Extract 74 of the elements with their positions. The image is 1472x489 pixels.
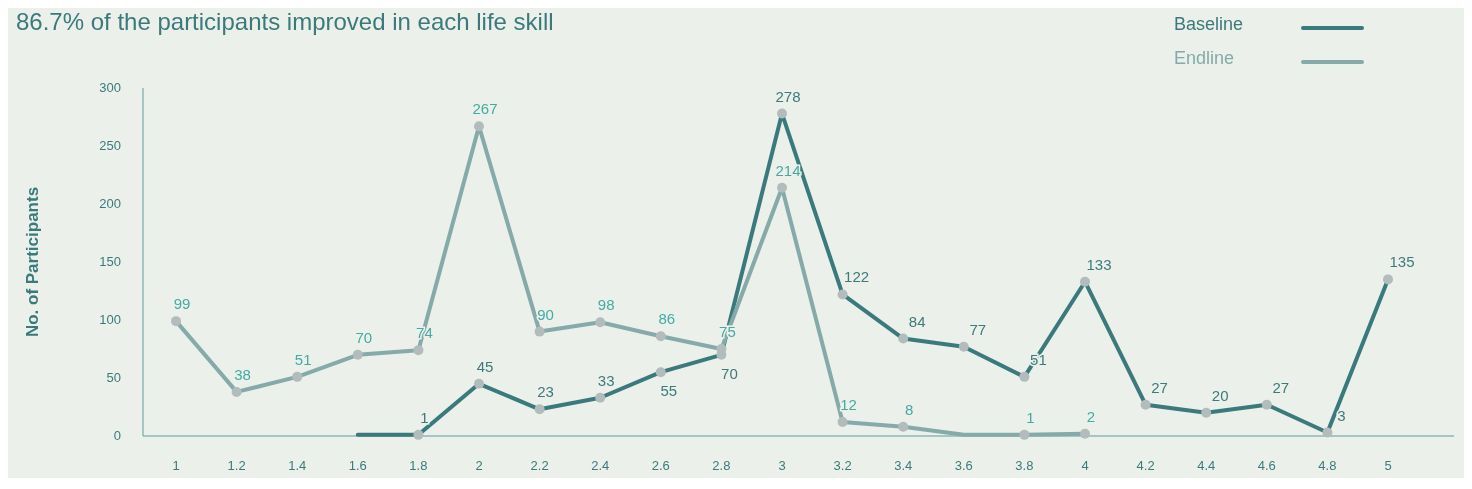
x-tick-label: 3.4 xyxy=(894,458,913,473)
x-tick-label: 4.8 xyxy=(1318,458,1337,473)
x-tick-label: 4.6 xyxy=(1257,458,1276,473)
point xyxy=(595,317,606,328)
point xyxy=(534,326,545,337)
x-tick-label: 3.6 xyxy=(954,458,973,473)
text: Endline xyxy=(1174,48,1235,68)
x-tick-label: 2.8 xyxy=(712,458,731,473)
data-label: 99 xyxy=(173,295,191,313)
y-tick-label: 0 xyxy=(113,428,121,443)
x-tick-label: 2.6 xyxy=(651,458,670,473)
data-label: 86 xyxy=(658,310,676,328)
text: Baseline xyxy=(1174,14,1244,34)
point xyxy=(777,182,787,193)
point xyxy=(898,421,909,432)
y-tick-label: 200 xyxy=(99,196,121,211)
data-label: 27 xyxy=(1151,378,1168,396)
data-label: 122 xyxy=(844,268,870,286)
data-label: 1 xyxy=(1026,408,1035,426)
point xyxy=(292,371,303,382)
point xyxy=(231,386,242,397)
x-tick-label: 4 xyxy=(1081,458,1089,473)
data-label: 45 xyxy=(476,357,494,375)
data-label: 27 xyxy=(1272,378,1290,396)
x-tick-label: 3 xyxy=(778,458,786,473)
x-tick-label: 1.6 xyxy=(348,458,367,473)
data-label: 55 xyxy=(660,382,678,400)
data-label: 98 xyxy=(597,296,615,314)
x-tick-label: 1 xyxy=(172,458,180,473)
point xyxy=(655,331,666,342)
data-label: 278 xyxy=(775,87,801,105)
data-label: 70 xyxy=(355,328,373,346)
x-tick-label: 1.4 xyxy=(288,458,307,473)
y-tick-label: 100 xyxy=(99,312,121,327)
x-tick-label: 4.4 xyxy=(1197,458,1216,473)
data-label: 20 xyxy=(1211,386,1229,404)
data-label: 133 xyxy=(1086,255,1112,273)
data-label: 3 xyxy=(1337,406,1346,424)
x-tick-label: 1.8 xyxy=(409,458,428,473)
data-label: 77 xyxy=(969,320,987,338)
y-tick-label: 300 xyxy=(99,80,121,95)
x-tick-label: 3.2 xyxy=(833,458,852,473)
x-tick-label: 2.2 xyxy=(530,458,549,473)
x-tick-label: 2 xyxy=(475,458,483,473)
x-tick-label: 1.2 xyxy=(227,458,246,473)
x-tick-label: 5 xyxy=(1384,458,1392,473)
x-tick-label: 4.2 xyxy=(1136,458,1155,473)
data-label: 84 xyxy=(908,312,926,330)
data-label: 38 xyxy=(234,365,251,383)
point xyxy=(1080,428,1090,439)
y-tick-label: 250 xyxy=(99,138,121,153)
point xyxy=(171,316,181,327)
data-label: 90 xyxy=(537,305,554,323)
data-label: 8 xyxy=(905,400,914,418)
data-label: 135 xyxy=(1389,253,1415,271)
x-tick-label: 2.4 xyxy=(591,458,610,473)
data-label: 267 xyxy=(472,100,498,118)
point xyxy=(474,121,484,132)
y-tick-label: 150 xyxy=(99,254,121,269)
x-tick-label: 3.8 xyxy=(1015,458,1034,473)
data-label: 51 xyxy=(294,350,312,368)
data-label: 33 xyxy=(597,371,615,389)
data-label: 70 xyxy=(721,364,738,382)
y-axis-title: No. of Participants xyxy=(23,186,42,338)
data-label: 12 xyxy=(840,396,857,414)
data-label: 2 xyxy=(1086,407,1096,425)
y-tick-label: 50 xyxy=(106,370,121,385)
data-label: 1 xyxy=(420,408,429,426)
point xyxy=(837,417,848,428)
chart-title: 86.7% of the participants improved in each life skill xyxy=(16,8,554,35)
point xyxy=(413,345,424,356)
point xyxy=(1019,429,1030,440)
point xyxy=(352,349,363,360)
data-label: 23 xyxy=(537,383,554,401)
